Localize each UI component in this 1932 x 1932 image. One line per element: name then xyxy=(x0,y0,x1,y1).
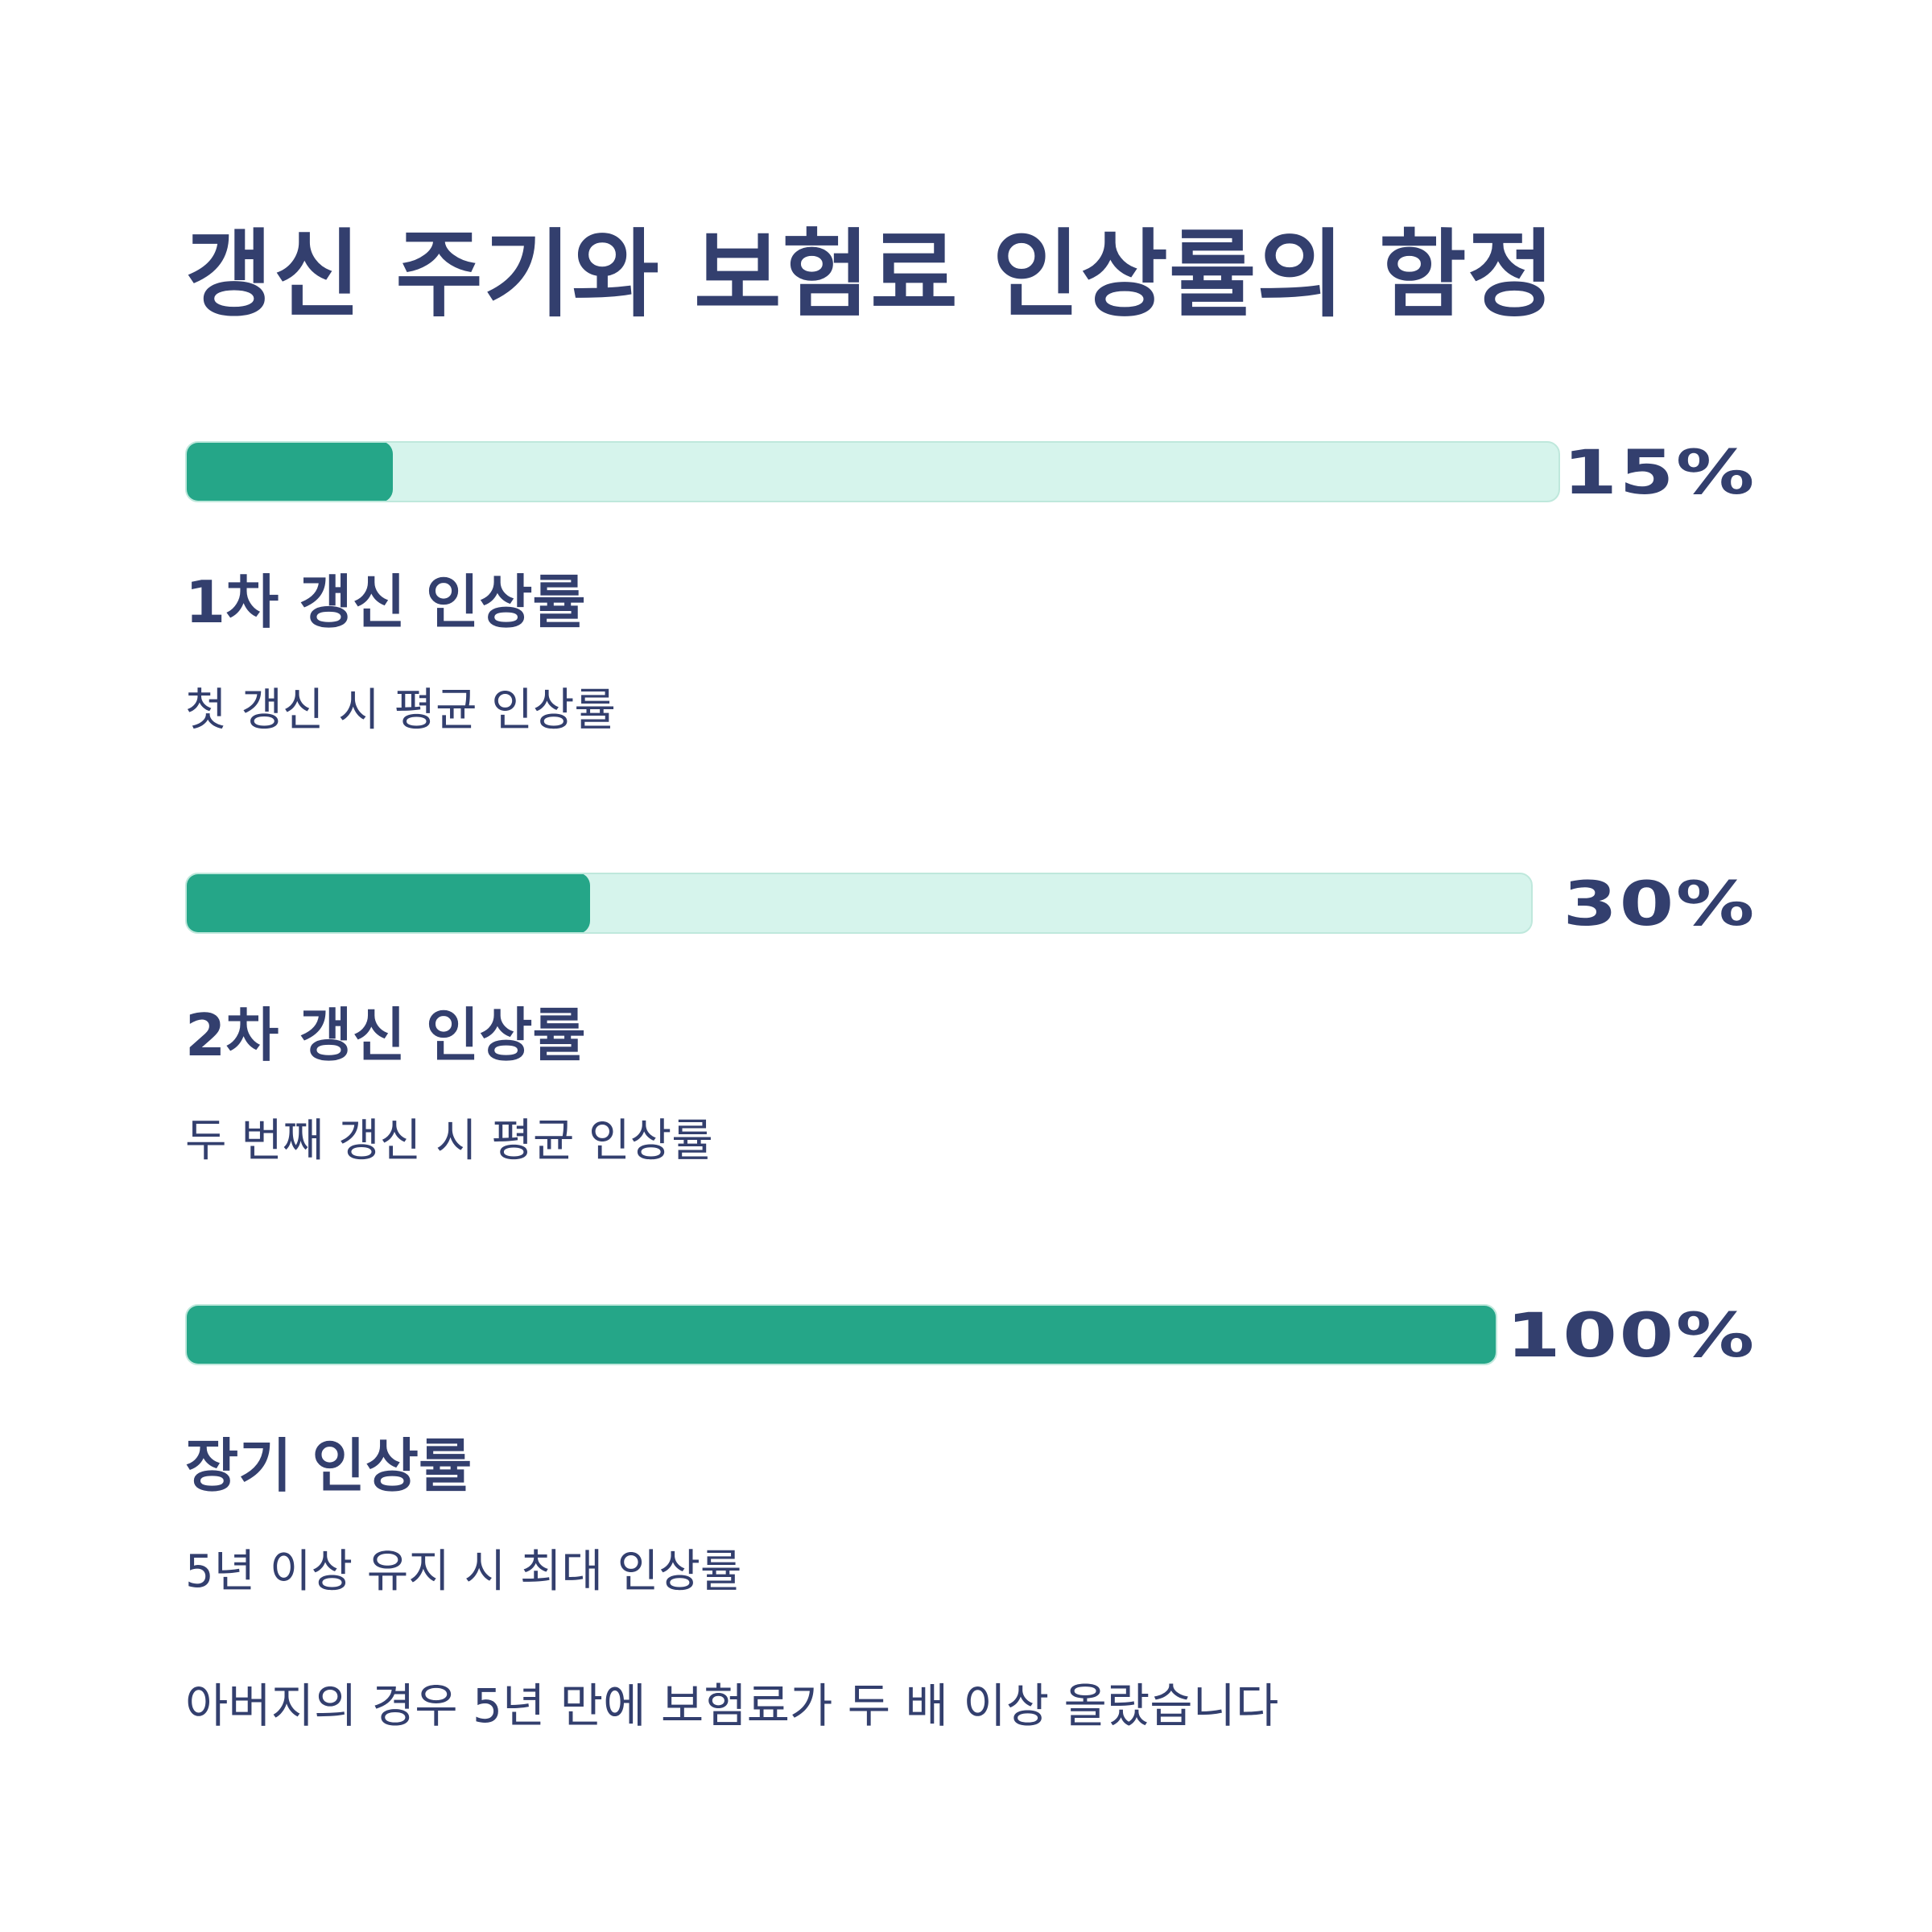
bar-category-label-3: 장기 인상률 xyxy=(185,1432,473,1500)
bar-1 xyxy=(187,443,393,501)
bar-3 xyxy=(187,1306,1496,1364)
bar-description-1: 첫 갱신 시 평균 인상률 xyxy=(185,684,616,737)
bar-category-label-1: 1차 갱신 인상률 xyxy=(185,568,586,636)
bar-value-label-1: 15% xyxy=(1563,436,1757,508)
bar-description-2: 두 번째 갱신 시 평균 인상률 xyxy=(185,1115,713,1167)
footnote: 아버지의 경우 5년 만에 보험료가 두 배 이상 올랐습니다 xyxy=(185,1678,1279,1733)
bar-track-1 xyxy=(185,441,1560,502)
bar-category-label-2: 2차 갱신 인상률 xyxy=(185,1001,586,1069)
chart-title: 갱신 주기와 보험료 인상률의 함정 xyxy=(185,219,1556,330)
bar-value-label-2: 30% xyxy=(1563,868,1757,939)
bar-track-3 xyxy=(185,1304,1497,1365)
bar-description-3: 5년 이상 유지 시 최대 인상률 xyxy=(185,1546,742,1598)
bar-value-label-3: 100% xyxy=(1506,1299,1757,1371)
bar-2 xyxy=(187,874,590,932)
bar-track-2 xyxy=(185,873,1533,934)
